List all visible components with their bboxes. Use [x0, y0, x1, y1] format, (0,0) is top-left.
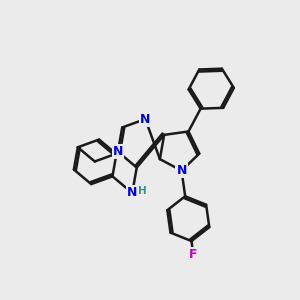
Text: N: N: [140, 112, 151, 126]
Text: F: F: [189, 248, 198, 261]
Text: N: N: [113, 145, 123, 158]
Text: N: N: [127, 187, 137, 200]
Text: N: N: [176, 164, 187, 177]
Text: H: H: [138, 186, 146, 196]
